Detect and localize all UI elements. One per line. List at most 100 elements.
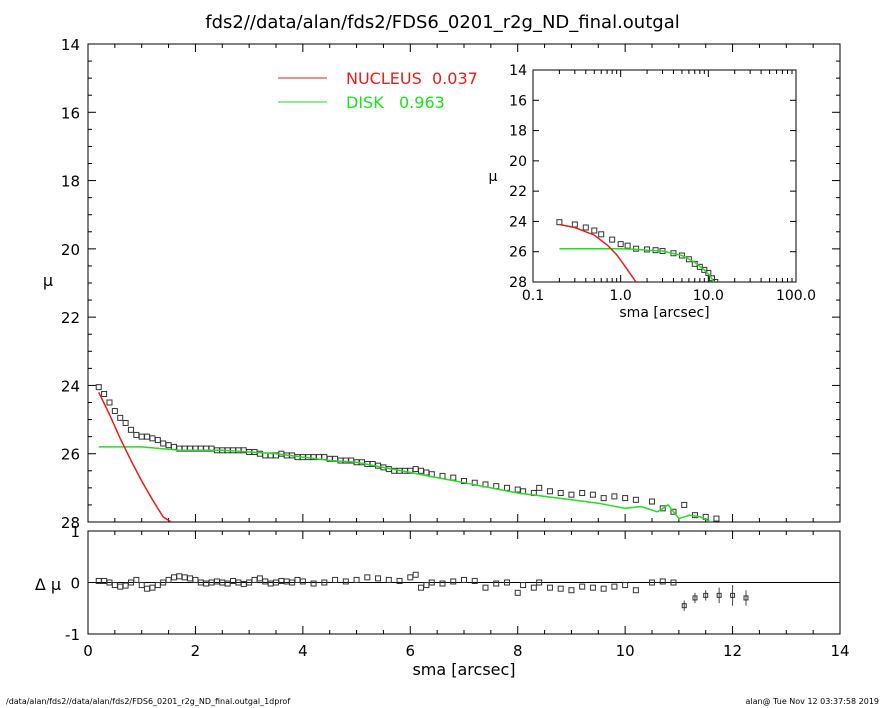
residual-data-point	[396, 577, 403, 584]
main-data-point	[106, 399, 113, 406]
residual-data-point	[471, 577, 478, 584]
residual-data-point	[181, 574, 188, 581]
inset-data-group	[556, 219, 719, 282]
residual-errorbar-point	[692, 595, 698, 601]
inset-ytick-label: 26	[509, 245, 527, 261]
residual-data-point	[428, 579, 435, 586]
residual-data-point	[321, 579, 328, 586]
residual-xtick-label: 8	[513, 642, 523, 660]
residual-x-axis-label: sma [arcsec]	[412, 660, 515, 679]
main-data-point	[659, 505, 666, 512]
residual-y-axis-label: Δ μ	[35, 575, 61, 594]
residual-data-point	[176, 573, 183, 580]
inset-ytick-label: 14	[509, 63, 527, 79]
main-data-point	[111, 408, 118, 415]
residual-data-point	[154, 582, 161, 589]
main-data-point	[127, 426, 134, 433]
inset-ytick-label: 16	[509, 93, 527, 109]
residual-data-point	[213, 578, 220, 585]
main-ytick-label: 16	[61, 104, 80, 122]
inset-data-point	[701, 266, 708, 273]
inset-nucleus-line	[559, 223, 637, 282]
inset-data-point	[624, 242, 631, 249]
main-ytick-label: 24	[61, 377, 80, 395]
main-data-point	[514, 486, 521, 493]
residual-data-point	[117, 583, 124, 590]
inset-data-point	[582, 224, 589, 231]
residual-data-point	[192, 576, 199, 583]
residual-errorbar-point	[730, 592, 736, 598]
residual-data-point	[546, 584, 553, 591]
main-nucleus-line	[98, 391, 172, 522]
main-data-point	[101, 390, 108, 397]
residual-data-point	[649, 579, 655, 586]
residual-data-point	[450, 578, 457, 585]
main-data-point	[133, 431, 140, 438]
main-data-point	[461, 478, 467, 485]
residual-data-point	[133, 576, 140, 583]
residual-data-point	[283, 578, 290, 585]
residual-data-point	[332, 576, 339, 583]
inset-data-point	[609, 236, 616, 243]
residual-data-point	[267, 580, 274, 587]
inset-x-axis-label: sma [arcsec]	[619, 305, 709, 321]
inset-ytick-label: 20	[509, 154, 527, 170]
main-data-point	[138, 433, 145, 440]
main-data-point	[546, 488, 553, 495]
residual-data-point	[611, 583, 618, 590]
residual-data-point	[310, 580, 317, 587]
residual-errorbar-point	[703, 592, 709, 598]
inset-data-point	[712, 279, 719, 282]
residual-data-point	[589, 584, 596, 591]
main-data-point	[568, 491, 575, 498]
main-data-point	[117, 414, 124, 421]
residual-data-point	[493, 580, 500, 587]
residual-xtick-label: 12	[723, 642, 742, 660]
main-ytick-label: 26	[61, 446, 80, 464]
main-y-axis-label: μ	[43, 271, 53, 290]
residual-ytick-label: 0	[70, 575, 80, 593]
residual-data-point	[144, 585, 151, 592]
residual-data-point	[385, 576, 392, 583]
residual-data-point	[659, 578, 666, 585]
residual-data-point	[418, 584, 425, 591]
main-data-point	[600, 495, 607, 502]
residual-data-point	[407, 574, 414, 581]
residual-data-point	[170, 574, 177, 581]
residual-data-point	[423, 582, 430, 589]
main-data-point	[165, 442, 172, 449]
residual-data-point	[251, 576, 258, 583]
main-ytick-label: 28	[61, 514, 80, 532]
inset-data-point	[598, 231, 605, 238]
residual-errorbar-point	[681, 603, 687, 609]
inset-ytick-label: 22	[509, 184, 527, 200]
inset-y-axis-label: μ	[489, 169, 498, 185]
inset-xtick-label: 100.0	[776, 288, 816, 304]
residual-data-point	[262, 578, 269, 585]
residual-data-point	[294, 576, 301, 583]
residual-data-point	[364, 574, 371, 581]
main-data-point	[423, 469, 430, 476]
main-data-point	[681, 501, 688, 508]
main-data-point	[557, 489, 564, 496]
main-data-point	[95, 384, 102, 391]
main-ytick-label: 14	[61, 36, 80, 54]
residual-data-point	[632, 587, 639, 594]
inset-xtick-label: 1.0	[610, 288, 632, 304]
residual-data-point	[514, 589, 521, 596]
residual-data-point	[224, 580, 231, 587]
residual-data-point	[530, 584, 537, 591]
residual-data-point	[149, 584, 156, 591]
main-ytick-label: 22	[61, 309, 80, 327]
inset-ytick-label: 28	[509, 275, 527, 291]
residual-xtick-label: 0	[83, 642, 93, 660]
residual-data-point	[412, 571, 419, 578]
main-data-point	[170, 443, 177, 450]
legend-value-disk: 0.963	[399, 93, 445, 112]
main-data-point	[418, 467, 425, 474]
residual-data-point	[138, 582, 145, 589]
residual-data-point	[122, 582, 129, 589]
main-data-point	[589, 491, 596, 498]
residual-data-point	[482, 584, 489, 591]
residual-data-point	[568, 587, 575, 594]
